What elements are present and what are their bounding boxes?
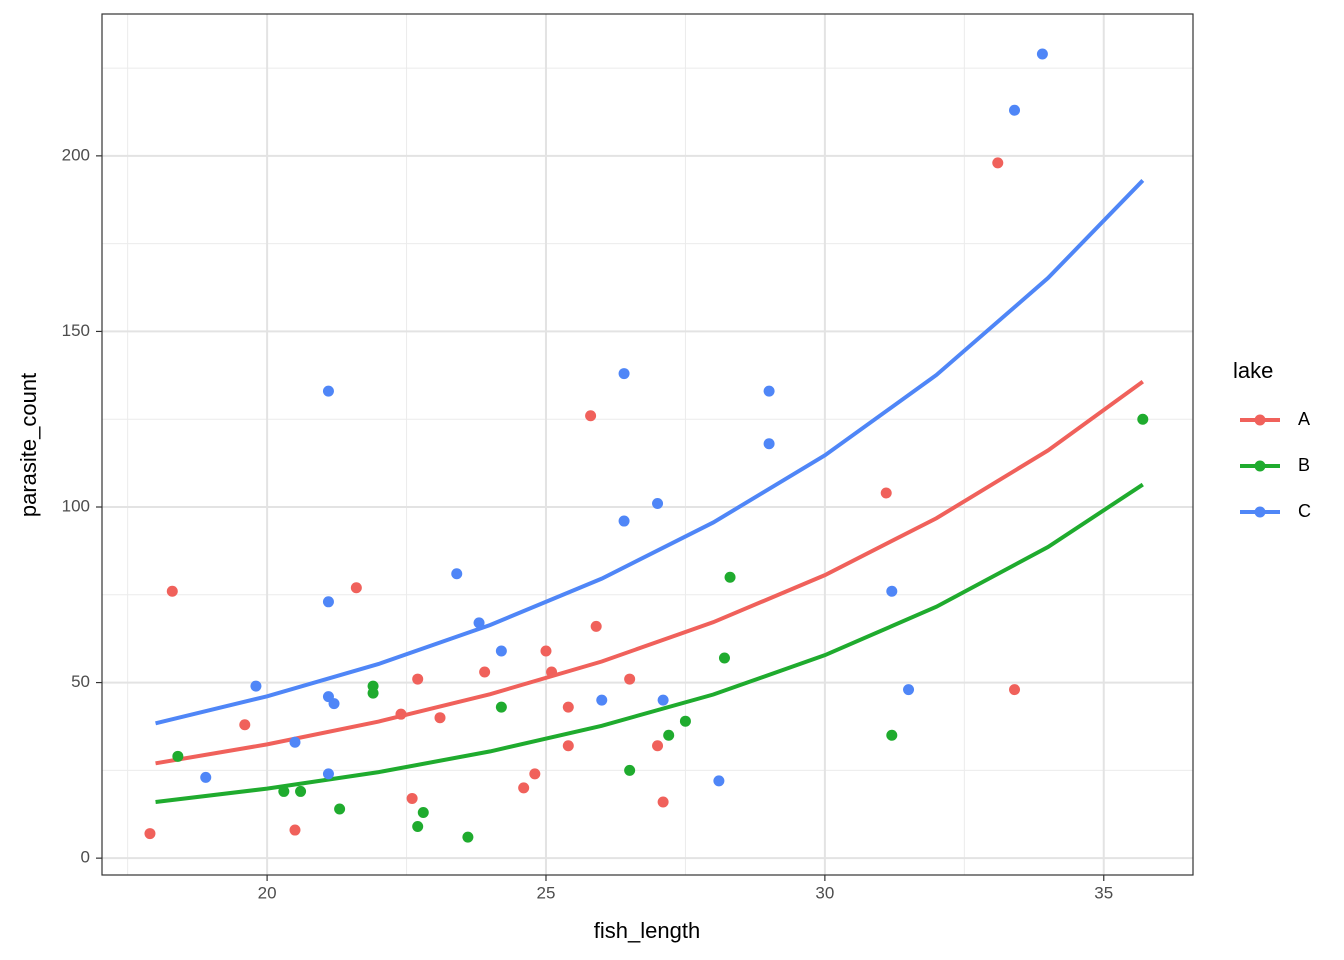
x-tick-label: 20 bbox=[258, 883, 277, 902]
point bbox=[679, 715, 691, 727]
point bbox=[417, 806, 429, 818]
point bbox=[590, 620, 602, 632]
point bbox=[992, 157, 1004, 169]
point bbox=[412, 821, 424, 833]
point bbox=[451, 568, 463, 580]
point bbox=[713, 775, 725, 787]
y-tick-label: 200 bbox=[62, 145, 90, 164]
fit-line bbox=[155, 482, 1144, 804]
x-tick-label: 30 bbox=[815, 883, 834, 902]
point bbox=[412, 673, 424, 685]
point bbox=[350, 582, 362, 594]
point bbox=[1036, 48, 1048, 60]
point bbox=[624, 764, 636, 776]
point bbox=[172, 750, 184, 762]
legend-label: A bbox=[1298, 409, 1310, 429]
y-tick-label: 100 bbox=[62, 496, 90, 515]
point bbox=[886, 729, 898, 741]
point bbox=[663, 729, 675, 741]
point bbox=[562, 701, 574, 713]
point bbox=[618, 368, 630, 380]
legend-title: lake bbox=[1233, 358, 1273, 383]
legend-key-point bbox=[1254, 506, 1266, 518]
point bbox=[495, 701, 507, 713]
x-tick-label: 25 bbox=[537, 883, 556, 902]
point bbox=[278, 785, 290, 797]
point bbox=[652, 740, 664, 752]
point bbox=[763, 438, 775, 450]
point bbox=[495, 645, 507, 657]
point bbox=[546, 666, 558, 678]
point bbox=[652, 497, 664, 509]
legend-key-point bbox=[1254, 414, 1266, 426]
y-tick-label: 0 bbox=[81, 848, 90, 867]
y-axis-title: parasite_count bbox=[16, 373, 41, 517]
point bbox=[322, 596, 334, 608]
point bbox=[624, 673, 636, 685]
point bbox=[144, 828, 156, 840]
point bbox=[473, 617, 485, 629]
point bbox=[395, 708, 407, 720]
point bbox=[585, 410, 597, 422]
point bbox=[295, 785, 307, 797]
point bbox=[724, 571, 736, 583]
point bbox=[334, 803, 346, 815]
point bbox=[718, 652, 730, 664]
x-tick-label: 35 bbox=[1094, 883, 1113, 902]
point bbox=[596, 694, 608, 706]
point bbox=[479, 666, 491, 678]
point bbox=[562, 740, 574, 752]
point bbox=[880, 487, 892, 499]
point bbox=[886, 585, 898, 597]
point bbox=[1137, 413, 1149, 425]
point bbox=[250, 680, 262, 692]
point bbox=[529, 768, 541, 780]
x-axis-title: fish_length bbox=[594, 918, 700, 943]
point bbox=[239, 719, 251, 731]
point bbox=[322, 385, 334, 397]
fit-line bbox=[155, 179, 1145, 726]
point bbox=[328, 698, 340, 710]
panel-border bbox=[101, 13, 1194, 876]
point bbox=[903, 684, 915, 696]
y-tick-label: 150 bbox=[62, 321, 90, 340]
point bbox=[322, 768, 334, 780]
fit-line bbox=[155, 380, 1144, 766]
point bbox=[657, 694, 669, 706]
point bbox=[289, 824, 301, 836]
point bbox=[166, 585, 178, 597]
point bbox=[540, 645, 552, 657]
point bbox=[289, 736, 301, 748]
point bbox=[1009, 684, 1021, 696]
point bbox=[1009, 104, 1021, 116]
point bbox=[200, 771, 212, 783]
point bbox=[763, 385, 775, 397]
legend-key-point bbox=[1254, 460, 1266, 472]
legend-label: B bbox=[1298, 455, 1310, 475]
legend-label: C bbox=[1298, 501, 1311, 521]
point bbox=[618, 515, 630, 527]
point bbox=[406, 792, 418, 804]
point bbox=[462, 831, 474, 843]
point bbox=[657, 796, 669, 808]
point bbox=[518, 782, 530, 794]
point bbox=[434, 712, 446, 724]
y-tick-label: 50 bbox=[71, 672, 90, 691]
point bbox=[367, 687, 379, 699]
